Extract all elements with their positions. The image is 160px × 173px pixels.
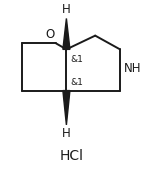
Polygon shape: [63, 91, 70, 125]
Text: HCl: HCl: [60, 149, 84, 163]
Text: H: H: [62, 127, 71, 140]
Text: &1: &1: [70, 78, 83, 87]
Polygon shape: [63, 19, 70, 49]
Text: H: H: [62, 3, 71, 16]
Text: O: O: [45, 28, 54, 41]
Text: NH: NH: [124, 62, 141, 75]
Text: &1: &1: [70, 54, 83, 63]
